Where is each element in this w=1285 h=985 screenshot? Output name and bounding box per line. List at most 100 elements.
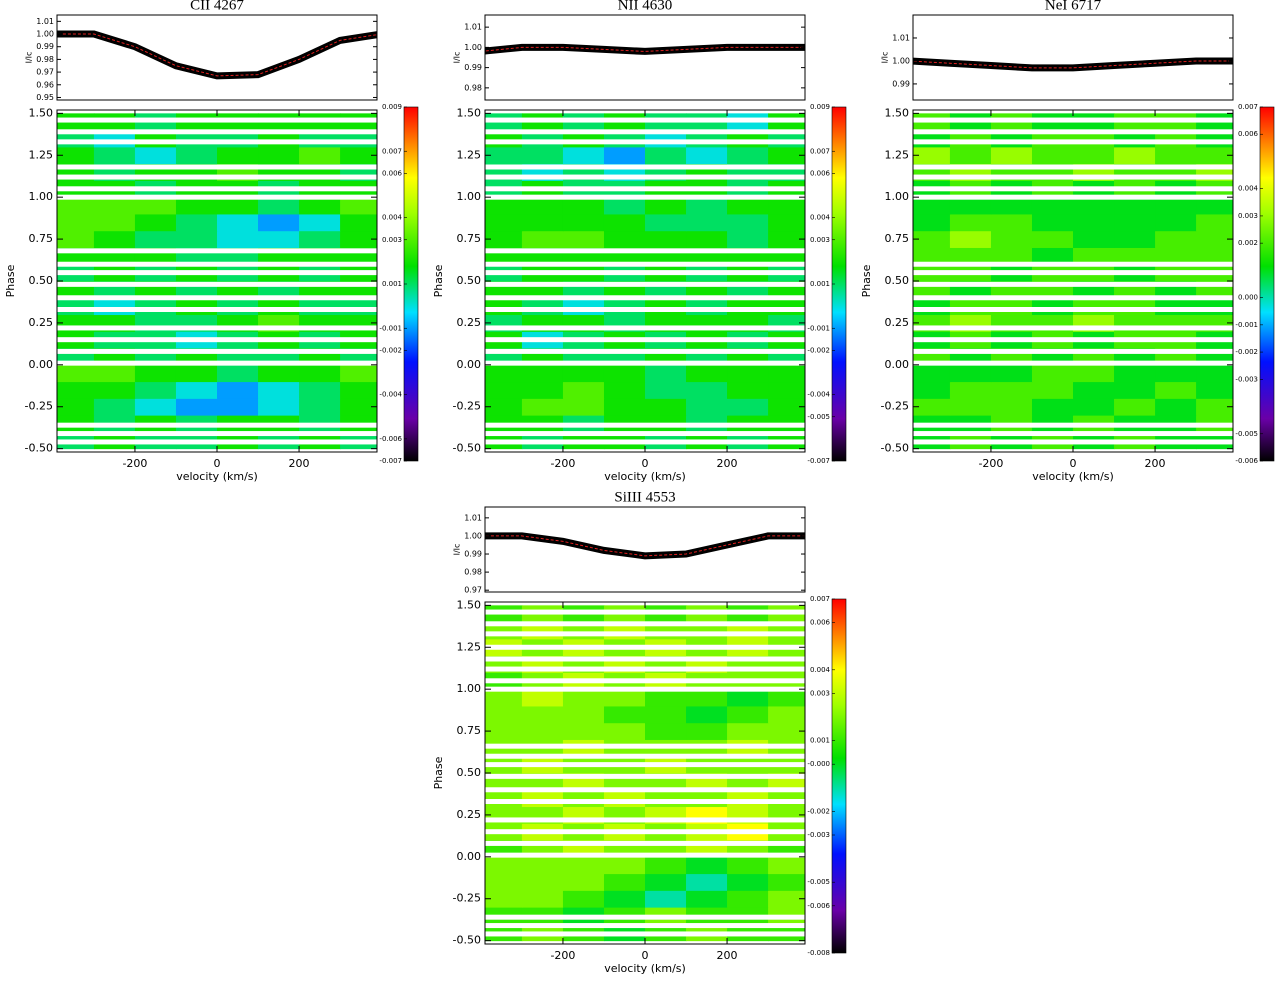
heatmap-cell — [1073, 364, 1115, 383]
colorbar-tick-label: 0.007 — [382, 147, 402, 155]
heatmap-cell — [1073, 213, 1115, 232]
heatmap-cell — [134, 197, 177, 215]
heatmap-cell — [990, 197, 1033, 215]
y-tick-label: 1.50 — [457, 106, 482, 119]
data-gap — [485, 656, 805, 662]
heatmap-cell — [645, 873, 687, 891]
heatmap-cell — [913, 398, 951, 416]
data-gap — [57, 194, 377, 200]
colorbar-tick-label: -0.004 — [807, 391, 830, 399]
data-gap — [485, 799, 805, 804]
heatmap-cell — [562, 297, 605, 316]
heatmap-cell — [521, 789, 564, 808]
data-gap — [485, 914, 805, 920]
heatmap-cell — [913, 213, 951, 232]
heatmap-cell — [93, 213, 136, 232]
data-gap — [57, 174, 377, 180]
heatmap-cell — [299, 197, 341, 215]
data-gap — [57, 117, 377, 123]
profile-line — [485, 43, 805, 55]
colorbar-tick-label: 0.004 — [810, 214, 831, 222]
data-gap — [485, 307, 805, 312]
heatmap-cell — [1114, 213, 1156, 232]
heatmap-cell — [521, 722, 564, 740]
colorbar-tick-label: 0.006 — [382, 169, 403, 177]
colorbar-tick-label: 0.003 — [810, 689, 830, 697]
y-tick-label: 0.50 — [457, 274, 482, 287]
profile-frame — [484, 506, 806, 593]
heatmap-cell — [485, 873, 523, 891]
heatmap-cell — [175, 364, 218, 383]
heatmap-cell — [727, 213, 769, 232]
colorbar-tick-label: 0.007 — [810, 595, 830, 603]
heatmap-cell — [1031, 364, 1074, 383]
heatmap-cell — [1073, 146, 1115, 165]
y-tick-label: 0.00 — [885, 358, 910, 371]
colorbar-tick-label: 0.009 — [382, 103, 402, 111]
heatmap-cell — [603, 689, 646, 707]
heatmap-cell — [1031, 247, 1074, 265]
heatmap-cell — [1155, 381, 1197, 399]
data-gap — [913, 439, 1233, 445]
heatmap-cell — [521, 364, 564, 383]
data-gap — [485, 852, 805, 858]
profile-line — [913, 57, 1233, 72]
heatmap-cell — [990, 213, 1033, 232]
panel-title: CII 4267 — [190, 0, 244, 13]
heatmap-cell — [686, 197, 728, 215]
heatmap-cell — [258, 381, 300, 399]
heatmap-cell — [299, 297, 341, 316]
heatmap-cell — [645, 890, 687, 908]
heatmap-cell — [57, 398, 95, 416]
y-tick-label: 1.25 — [29, 148, 54, 161]
data-gap — [913, 325, 1233, 331]
heatmap-cell — [603, 197, 646, 215]
data-gap — [57, 270, 377, 276]
colorbar-tick-label: 0.002 — [1238, 239, 1258, 247]
heatmap-cell — [93, 398, 136, 416]
y-tick-label: 0.50 — [457, 766, 482, 779]
data-gap — [57, 261, 377, 267]
y-tick-label: 0.25 — [885, 316, 910, 329]
y-tick-label: 1.00 — [464, 43, 482, 52]
y-tick-label: 1.50 — [457, 598, 482, 611]
y-tick-label: -0.25 — [881, 400, 909, 413]
heatmap-cell — [990, 381, 1033, 399]
heatmap — [913, 113, 1233, 450]
data-gap — [485, 174, 805, 180]
heatmap-cell — [949, 146, 992, 165]
heatmap-cell — [768, 230, 805, 248]
heatmap-cell — [57, 230, 95, 248]
heatmap-cell — [645, 230, 687, 248]
heatmap-cell — [521, 381, 564, 399]
heatmap-cell — [603, 213, 646, 232]
heatmap-cell — [1114, 247, 1156, 265]
data-gap — [485, 666, 805, 672]
heatmap-cell — [485, 398, 523, 416]
y-axis-label: Phase — [4, 264, 17, 297]
heatmap-cell — [521, 689, 564, 707]
heatmap-cell — [603, 297, 646, 316]
heatmap-cell — [57, 197, 95, 215]
data-gap — [57, 325, 377, 331]
heatmap-cell — [727, 722, 769, 740]
heatmap-cell — [521, 856, 564, 875]
heatmap-cell — [913, 381, 951, 399]
heatmap-cell — [340, 213, 377, 232]
data-gap — [485, 609, 805, 615]
heatmap-cell — [134, 398, 177, 416]
heatmap-cell — [521, 146, 564, 165]
heatmap-cell — [990, 398, 1033, 416]
heatmap-cell — [949, 381, 992, 399]
colorbar-tick-label: 0.001 — [810, 280, 830, 288]
y-tick-label: 1.00 — [29, 190, 54, 203]
x-tick-label: 200 — [1145, 457, 1166, 470]
y-tick-label: 1.00 — [892, 56, 910, 65]
heatmap-cell — [949, 297, 992, 316]
colorbar-tick-label: 0.004 — [810, 666, 831, 674]
data-gap — [485, 439, 805, 445]
colorbar-tick-label: 0.007 — [1238, 103, 1258, 111]
heatmap-cell — [57, 364, 95, 383]
mean-profile-line — [485, 535, 805, 557]
